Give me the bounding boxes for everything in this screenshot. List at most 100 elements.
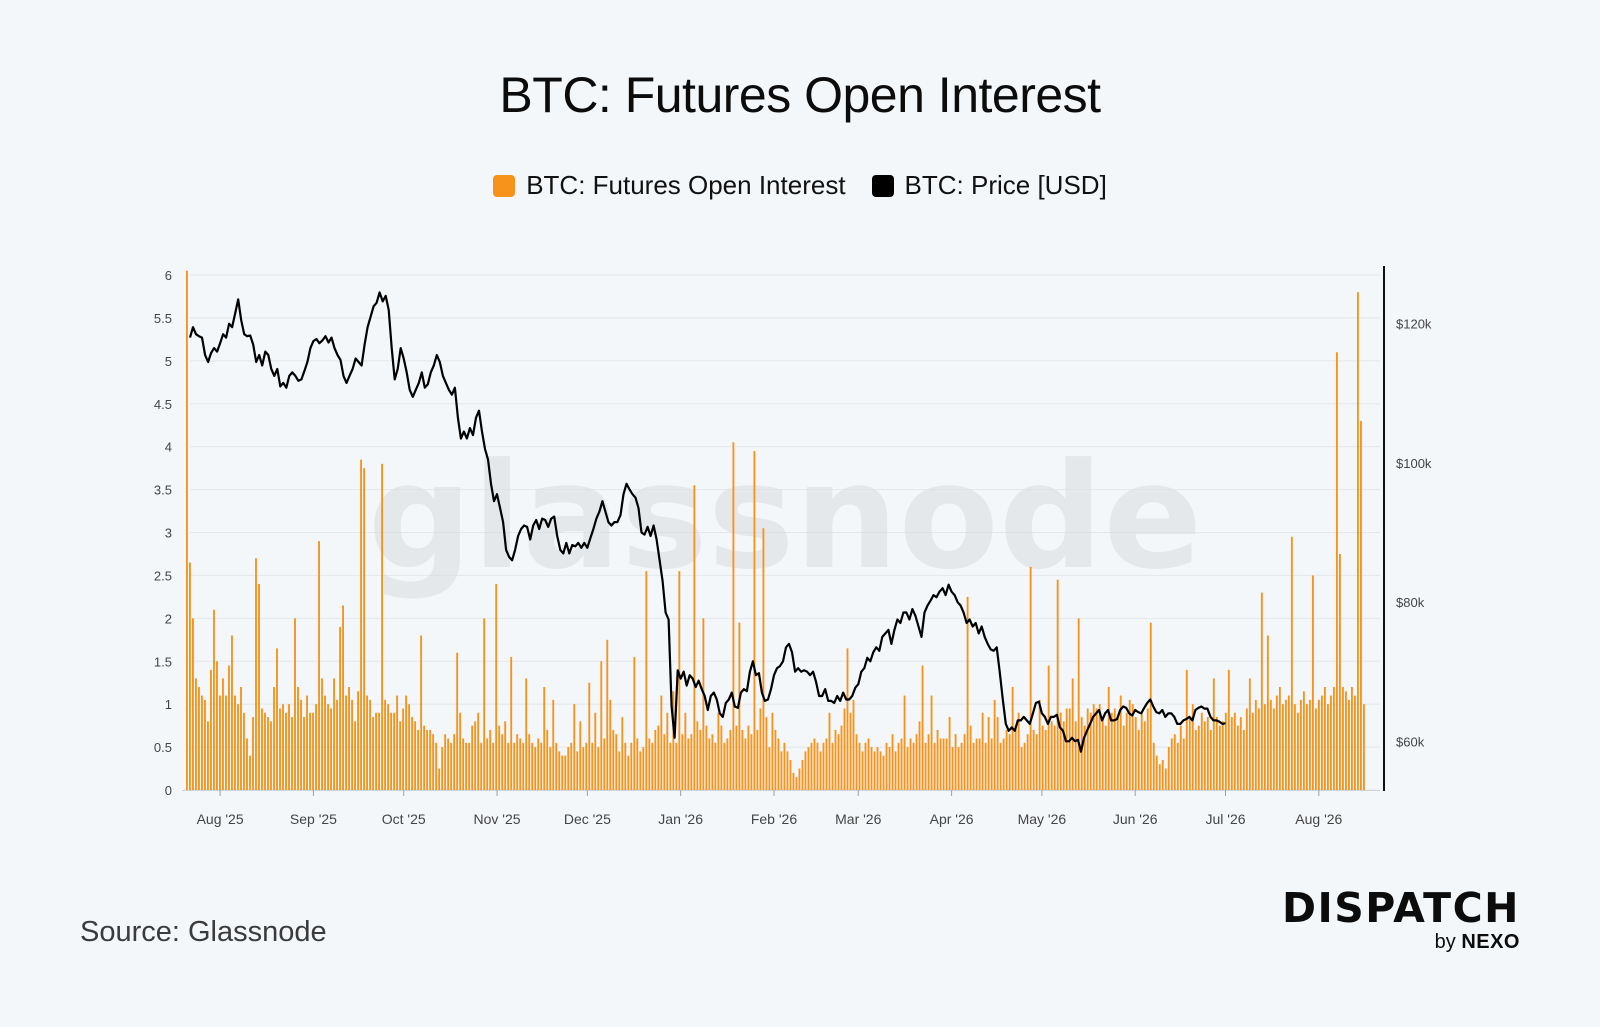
oi-bar: [1335, 352, 1338, 790]
oi-bar: [330, 708, 332, 790]
x-tick-label: Oct '25: [382, 811, 426, 827]
oi-bar: [363, 468, 366, 790]
oi-bar: [492, 742, 495, 790]
chart-title: BTC: Futures Open Interest: [499, 67, 1101, 123]
y-left-tick-label: 4.5: [154, 397, 172, 412]
chart-legend: BTC: Futures Open Interest BTC: Price [U…: [0, 170, 1600, 201]
oi-bar: [663, 734, 666, 790]
oi-bar: [822, 742, 825, 790]
oi-bar: [1179, 725, 1182, 790]
oi-bar: [657, 725, 660, 790]
oi-bar: [1065, 708, 1068, 790]
oi-bar: [243, 712, 245, 790]
y-left-tick-label: 0.5: [154, 740, 172, 755]
oi-bar: [1164, 768, 1167, 790]
oi-bar: [447, 738, 450, 790]
legend-item-price[interactable]: BTC: Price [USD]: [871, 170, 1107, 201]
oi-bar: [936, 729, 939, 790]
legend-item-open-interest[interactable]: BTC: Futures Open Interest: [493, 170, 846, 201]
oi-bar: [702, 618, 705, 790]
oi-bar: [462, 738, 465, 790]
oi-bar: [816, 742, 819, 790]
oi-bar: [1272, 708, 1275, 790]
oi-bar: [1023, 742, 1026, 790]
oi-bar: [189, 562, 191, 790]
oi-bar: [915, 734, 918, 790]
oi-bar: [618, 751, 621, 790]
oi-bar: [741, 729, 744, 790]
oi-bar: [681, 734, 684, 790]
oi-bar: [372, 717, 375, 790]
oi-bar: [621, 717, 624, 790]
oi-bar: [1350, 687, 1353, 790]
oi-bar: [654, 729, 657, 790]
oi-bar: [1038, 699, 1041, 790]
oi-bar: [450, 742, 453, 790]
oi-bar: [291, 717, 293, 790]
y-left-tick-label: 2: [165, 611, 172, 626]
oi-bar: [501, 734, 504, 790]
oi-bar: [1182, 738, 1185, 790]
oi-bar: [969, 725, 972, 790]
oi-bar: [1143, 721, 1146, 790]
oi-bar: [1218, 725, 1221, 790]
oi-bar: [567, 747, 570, 790]
oi-bar: [1230, 717, 1233, 790]
oi-bar: [942, 738, 945, 790]
oi-bar: [819, 751, 822, 790]
oi-bar: [777, 738, 780, 790]
oi-bar: [345, 695, 347, 790]
oi-bar: [1284, 699, 1287, 790]
oi-bar: [765, 717, 768, 790]
oi-bar: [201, 695, 203, 790]
oi-bar: [1293, 704, 1296, 790]
oi-bar: [1248, 678, 1251, 790]
oi-bar: [807, 747, 810, 790]
oi-bar: [1254, 699, 1257, 790]
oi-bar: [597, 747, 600, 790]
oi-bar: [534, 747, 537, 790]
y-left-tick-label: 5.5: [154, 311, 172, 326]
oi-bar: [1209, 729, 1212, 790]
oi-bar: [759, 708, 762, 790]
oi-bar: [516, 734, 519, 790]
oi-bar: [387, 704, 390, 790]
oi-bar: [375, 712, 378, 790]
oi-bar: [402, 708, 405, 790]
oi-bar: [324, 695, 326, 790]
oi-bar: [1092, 704, 1095, 790]
oi-bar: [507, 742, 510, 790]
oi-bar: [327, 704, 329, 790]
price-line: [188, 291, 1226, 753]
oi-bar: [498, 725, 501, 790]
oi-bar: [975, 738, 978, 790]
oi-bar: [546, 729, 549, 790]
oi-bar: [1086, 708, 1089, 790]
oi-bar: [225, 695, 227, 790]
oi-bar: [207, 721, 209, 790]
oi-bar: [1005, 729, 1008, 790]
x-tick-label: Nov '25: [474, 811, 521, 827]
y-right-tick-label: $60k: [1396, 734, 1425, 749]
oi-bar: [1122, 725, 1125, 790]
oi-bar: [282, 704, 284, 790]
oi-bar: [1206, 717, 1209, 790]
oi-bar: [1356, 292, 1359, 790]
oi-bar: [477, 712, 480, 790]
oi-bar: [1155, 755, 1158, 790]
oi-bar: [606, 639, 609, 790]
oi-bar: [381, 463, 384, 790]
oi-bar: [708, 738, 711, 790]
oi-bar: [1032, 729, 1035, 790]
x-tick-label: Dec '25: [564, 811, 611, 827]
oi-bar: [921, 665, 924, 790]
legend-label-price: BTC: Price [USD]: [904, 170, 1107, 200]
oi-bar: [1134, 717, 1137, 790]
oi-bar: [1131, 704, 1134, 790]
oi-bar: [876, 747, 879, 790]
oi-bar: [1035, 734, 1038, 790]
legend-label-open-interest: BTC: Futures Open Interest: [526, 170, 846, 200]
oi-bar: [468, 742, 471, 790]
oi-bar: [1152, 742, 1155, 790]
x-tick-label: Jan '26: [658, 811, 703, 827]
